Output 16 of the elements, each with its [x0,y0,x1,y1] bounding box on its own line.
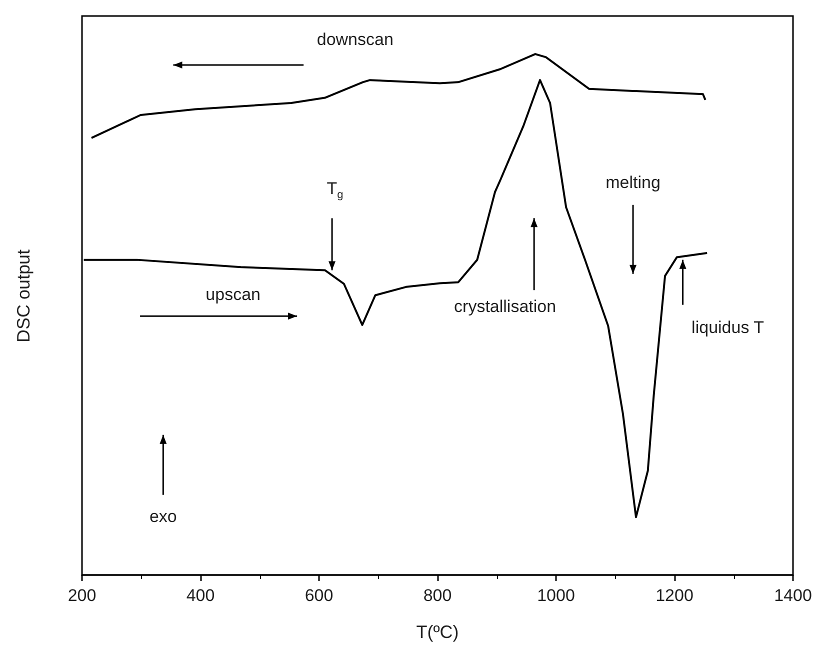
y-axis-title: DSC output [14,248,34,342]
series-label: upscan [206,285,260,306]
x-tick-label: 600 [304,586,334,605]
annotation: melting [606,172,660,193]
annotation: T$_{g}$ [326,179,344,202]
x-axis-title: T(ºC) [416,622,459,642]
annotation: crystallisation [454,297,556,318]
x-tick-label: 1000 [537,586,575,605]
x-tick-label: 200 [68,586,96,605]
x-tick-label: 400 [186,586,215,605]
series-label: downscan [316,30,394,50]
x-tick-label: 800 [423,586,452,605]
annotation: liquidus T [692,318,764,338]
x-tick-label: 1200 [656,586,694,605]
x-tick-label: 1400 [774,586,812,605]
annotation: exo [149,506,177,527]
